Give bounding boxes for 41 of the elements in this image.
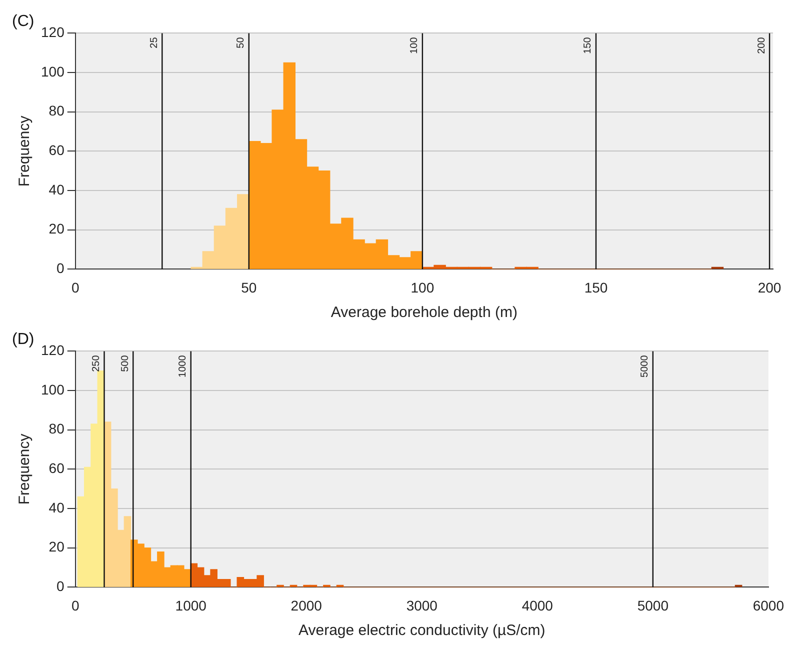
x-tick-label: 6000	[752, 597, 784, 614]
x-tick-label: 3000	[406, 597, 438, 614]
x-tick-label: 200	[758, 279, 782, 296]
y-tick-label: 120	[41, 24, 65, 40]
chart-title: (C)	[12, 13, 34, 30]
y-axis-title: Frequency	[16, 433, 34, 505]
x-tick-label: 150	[584, 279, 608, 296]
ref-line-label: 5000	[640, 354, 651, 378]
x-tick-label: 1000	[175, 597, 207, 614]
x-tick-label: 5000	[637, 597, 669, 614]
y-tick-label: 60	[48, 142, 65, 158]
x-tick-label: 4000	[522, 597, 554, 614]
x-axis-title: Average borehole depth (m)	[330, 304, 518, 322]
y-tick-label: 100	[41, 381, 65, 398]
y-tick-label: 20	[48, 220, 65, 237]
x-tick-label: 0	[71, 597, 80, 614]
y-tick-label: 0	[56, 578, 65, 594]
ref-line-label: 200	[756, 36, 768, 54]
x-axis-title: Average electric conductivity (µS/cm)	[298, 622, 546, 640]
y-tick-label: 20	[48, 538, 65, 555]
y-tick-label: 80	[48, 102, 65, 119]
y-tick-label: 40	[48, 181, 65, 198]
ref-line-label: 50	[236, 36, 247, 48]
y-tick-label: 0	[56, 260, 65, 276]
y-tick-label: 80	[48, 420, 65, 437]
x-tick-label: 50	[241, 279, 257, 296]
x-tick-label: 2000	[290, 597, 322, 614]
y-tick-label: 120	[41, 342, 65, 358]
ref-line-label: 25	[148, 36, 160, 48]
ref-line-label: 1000	[178, 354, 189, 378]
ref-line-label: 150	[582, 36, 594, 54]
y-tick-label: 40	[48, 499, 65, 516]
ref-line-label: 250	[90, 354, 102, 372]
y-tick-label: 100	[41, 63, 65, 80]
y-tick-label: 60	[48, 460, 65, 476]
x-tick-label: 100	[410, 279, 434, 296]
ref-line-label: 500	[120, 354, 131, 372]
chart-title: (D)	[12, 331, 34, 348]
ref-line-label: 100	[409, 36, 420, 54]
x-tick-label: 0	[71, 279, 80, 296]
y-axis-title: Frequency	[16, 115, 34, 187]
